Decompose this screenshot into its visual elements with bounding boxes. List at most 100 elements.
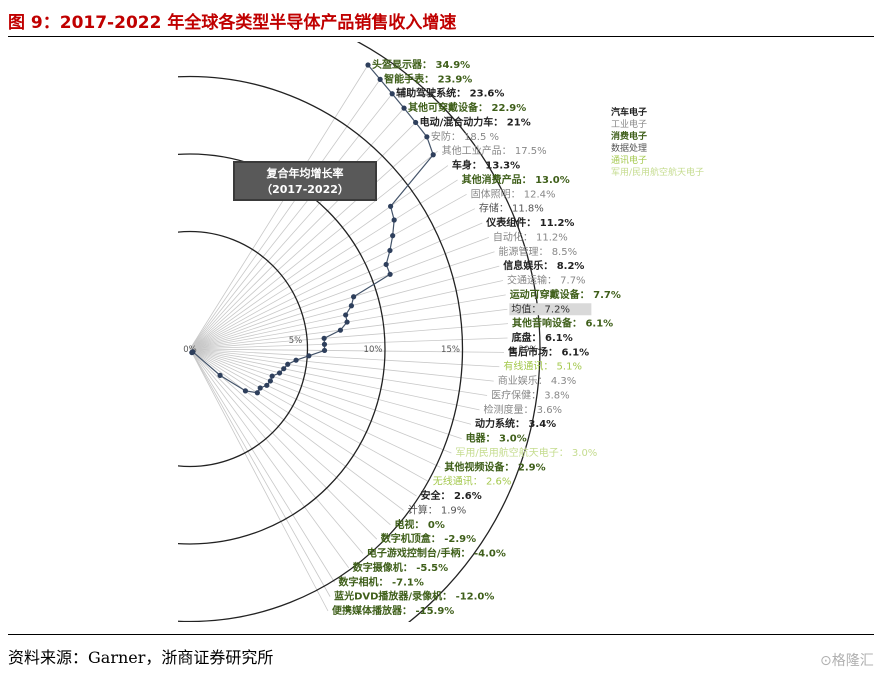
data-point-2 — [389, 91, 395, 97]
spoke-23 — [189, 348, 488, 396]
category-label-11: 仪表组件： 11.2% — [485, 216, 574, 229]
data-point-15 — [343, 312, 349, 318]
legend-item-2: 消费电子 — [611, 130, 647, 142]
category-label-23: 医疗保健： 3.8% — [491, 388, 570, 401]
category-label-21: 有线通讯： 5.1% — [503, 360, 582, 373]
data-point-25 — [276, 370, 283, 376]
spoke-34 — [189, 348, 364, 554]
axis-circle-20 — [356, 42, 541, 622]
category-label-15: 交通运输： 7.7% — [507, 274, 586, 287]
spoke-19 — [189, 337, 508, 350]
axis-circle-10 — [178, 153, 386, 545]
data-point-18 — [321, 335, 327, 341]
spoke-18 — [189, 323, 509, 350]
spoke-38 — [189, 348, 329, 612]
spoke-4 — [189, 122, 416, 350]
spoke-1 — [189, 79, 381, 350]
spoke-30 — [189, 348, 417, 497]
spoke-24 — [189, 348, 480, 411]
source-note: 资料来源：Garner，浙商证券研究所 — [8, 648, 274, 667]
spoke-13 — [189, 251, 495, 350]
axis-ticks: 0% 5% 10% 15% 20% — [183, 336, 537, 355]
category-label-10: 存储： 11.8% — [479, 202, 544, 215]
data-point-19 — [321, 341, 328, 347]
data-point-14 — [348, 303, 355, 309]
legend-item-1: 工业电子 — [611, 118, 647, 130]
category-label-28: 其他视频设备： 2.9% — [444, 460, 545, 473]
tick-label-0: 0% — [183, 345, 197, 355]
spoke-25 — [189, 348, 472, 425]
data-point-9 — [390, 233, 396, 239]
top-rule — [8, 36, 874, 37]
category-label-3: 其他可穿戴设备： 22.9% — [408, 101, 526, 114]
category-label-30: 安全： 2.6% — [421, 489, 482, 502]
category-label-20: 售后市场： 6.1% — [508, 345, 589, 358]
tick-label-1: 5% — [289, 336, 303, 346]
category-label-35: 数字摄像机： -5.5% — [353, 561, 448, 574]
legend-item-5: 军用/民用航空航天电子 — [611, 166, 704, 178]
spoke-32 — [189, 348, 391, 526]
category-label-17: 均值： 7.2% — [511, 302, 570, 315]
category-label-4: 电动/混合动力车： 21% — [420, 115, 531, 128]
data-line — [189, 62, 436, 396]
spoke-36 — [189, 348, 335, 583]
spoke-27 — [189, 348, 452, 454]
category-label-26: 电器： 3.0% — [466, 432, 527, 445]
data-point-0 — [365, 62, 371, 68]
spoke-31 — [189, 348, 404, 511]
data-point-28 — [264, 382, 270, 388]
spoke-14 — [189, 265, 500, 350]
data-point-6 — [430, 152, 436, 158]
category-label-6: 其他工业产品： 17.5% — [442, 144, 547, 157]
category-label-14: 信息娱乐： 8.2% — [503, 259, 584, 272]
data-point-5 — [424, 134, 430, 140]
data-point-27 — [267, 378, 273, 384]
data-point-4 — [413, 119, 419, 126]
tick-label-3: 15% — [441, 345, 460, 355]
data-point-17 — [337, 327, 344, 333]
category-label-1: 智能手表： 23.9% — [384, 72, 472, 85]
category-label-9: 固体照明： 12.4% — [471, 188, 556, 200]
spoke-12 — [189, 237, 489, 350]
spoke-10 — [189, 208, 476, 350]
category-label-27: 军用/民用航空航天电子： 3.0% — [455, 446, 597, 459]
axis-circle-15 — [178, 75, 464, 622]
category-label-18: 其他音响设备： 6.1% — [512, 317, 613, 330]
spoke-37 — [189, 348, 331, 597]
category-label-34: 电子游戏控制台/手柄： -4.0% — [367, 547, 506, 560]
data-point-1 — [377, 76, 383, 82]
data-point-22 — [293, 357, 299, 363]
spoke-5 — [189, 136, 428, 350]
title-box-line-2: （2017-2022） — [261, 183, 349, 196]
spoke-28 — [189, 348, 441, 468]
spoke-33 — [189, 348, 378, 540]
data-point-21 — [306, 353, 312, 359]
spoke-29 — [189, 348, 429, 483]
spoke-26 — [189, 348, 462, 439]
mean-highlight — [509, 303, 592, 316]
data-point-38 — [189, 349, 195, 356]
tick-label-2: 10% — [364, 345, 383, 355]
data-point-32 — [217, 372, 223, 378]
spoke-17 — [189, 308, 508, 350]
chart-title-box: 复合年均增长率 （2017-2022） — [233, 161, 377, 201]
data-point-11 — [383, 261, 389, 268]
category-label-16: 运动可穿戴设备： 7.7% — [510, 288, 621, 301]
spoke-21 — [189, 348, 500, 368]
legend-item-4: 通讯电子 — [611, 154, 647, 166]
spoke-0 — [189, 64, 369, 350]
tick-label-4: 20% — [519, 345, 538, 355]
spoke-8 — [189, 179, 458, 350]
data-point-3 — [401, 105, 407, 111]
category-label-12: 自动化： 11.2% — [493, 230, 568, 243]
category-label-5: 安防： 18.5 % — [431, 130, 499, 143]
data-point-31 — [242, 388, 249, 394]
category-label-13: 能源管理： 8.5% — [499, 245, 578, 258]
category-label-24: 检测度量： 3.6% — [483, 403, 562, 416]
category-label-29: 无线通讯： 2.6% — [433, 475, 512, 488]
watermark: ⊙格隆汇 — [820, 653, 874, 669]
spoke-9 — [189, 193, 467, 350]
category-label-32: 电视： 0% — [394, 518, 444, 531]
legend-item-0: 汽车电子 — [611, 106, 647, 118]
data-point-13 — [351, 294, 357, 300]
